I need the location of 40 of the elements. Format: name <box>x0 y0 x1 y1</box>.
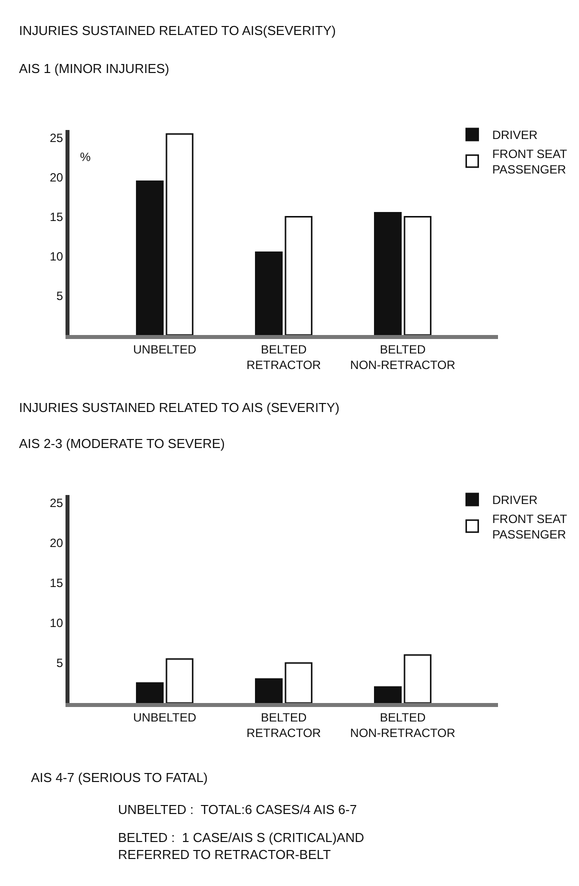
x-tick-label: BELTED RETRACTOR <box>246 342 322 372</box>
y-tick-label: 20 <box>50 170 64 185</box>
chart-title: INJURIES SUSTAINED RELATED TO AIS (SEVERITY) <box>19 400 340 415</box>
bar <box>404 216 432 335</box>
legend-label: FRONT SEAT PASSENGER <box>492 146 568 177</box>
bar <box>254 678 283 703</box>
bar <box>136 682 164 703</box>
y-tick-label: 15 <box>50 210 64 224</box>
bar <box>374 212 402 335</box>
y-tick-label: 20 <box>50 536 64 550</box>
y-tick-label: 10 <box>50 249 64 264</box>
legend-label: FRONT SEAT PASSENGER <box>492 512 568 542</box>
text: BELTED : 1 CASE/AIS S (CRITICAL)AND REFERRED TO RETRACTOR-BELT <box>118 830 364 862</box>
text: AIS 4-7 (SERIOUS TO FATAL) <box>31 770 208 785</box>
bar <box>284 216 312 335</box>
y-tick-label: 25 <box>50 131 64 146</box>
chart-subtitle: AIS 2-3 (MODERATE TO SEVERE) <box>19 436 225 451</box>
y-tick-label: 10 <box>50 616 64 630</box>
x-tick-label: BELTED RETRACTOR <box>246 710 322 740</box>
y-tick-label: 5 <box>56 656 64 670</box>
bar <box>166 658 194 703</box>
bar <box>374 686 402 703</box>
legend-label: DRIVER <box>492 493 538 508</box>
y-tick-label: 25 <box>50 496 64 510</box>
chart-subtitle: AIS 1 (MINOR INJURIES) <box>19 61 170 76</box>
x-tick-label: BELTED NON-RETRACTOR <box>350 710 456 740</box>
y-tick-label: 15 <box>50 576 64 590</box>
x-tick-label: UNBELTED <box>133 710 197 724</box>
bar <box>284 662 312 703</box>
bar <box>254 251 283 335</box>
legend-label: DRIVER <box>492 128 538 142</box>
y-axis-title: % <box>80 150 91 164</box>
text: UNBELTED : TOTAL:6 CASES/4 AIS 6-7 <box>118 802 357 817</box>
bar <box>404 654 432 703</box>
bar <box>166 133 194 335</box>
x-tick-label: BELTED NON-RETRACTOR <box>350 342 456 372</box>
y-tick-label: 5 <box>56 288 64 303</box>
bar <box>136 180 164 335</box>
x-tick-label: UNBELTED <box>133 342 197 356</box>
chart-title: INJURIES SUSTAINED RELATED TO AIS(SEVERITY) <box>19 23 336 38</box>
